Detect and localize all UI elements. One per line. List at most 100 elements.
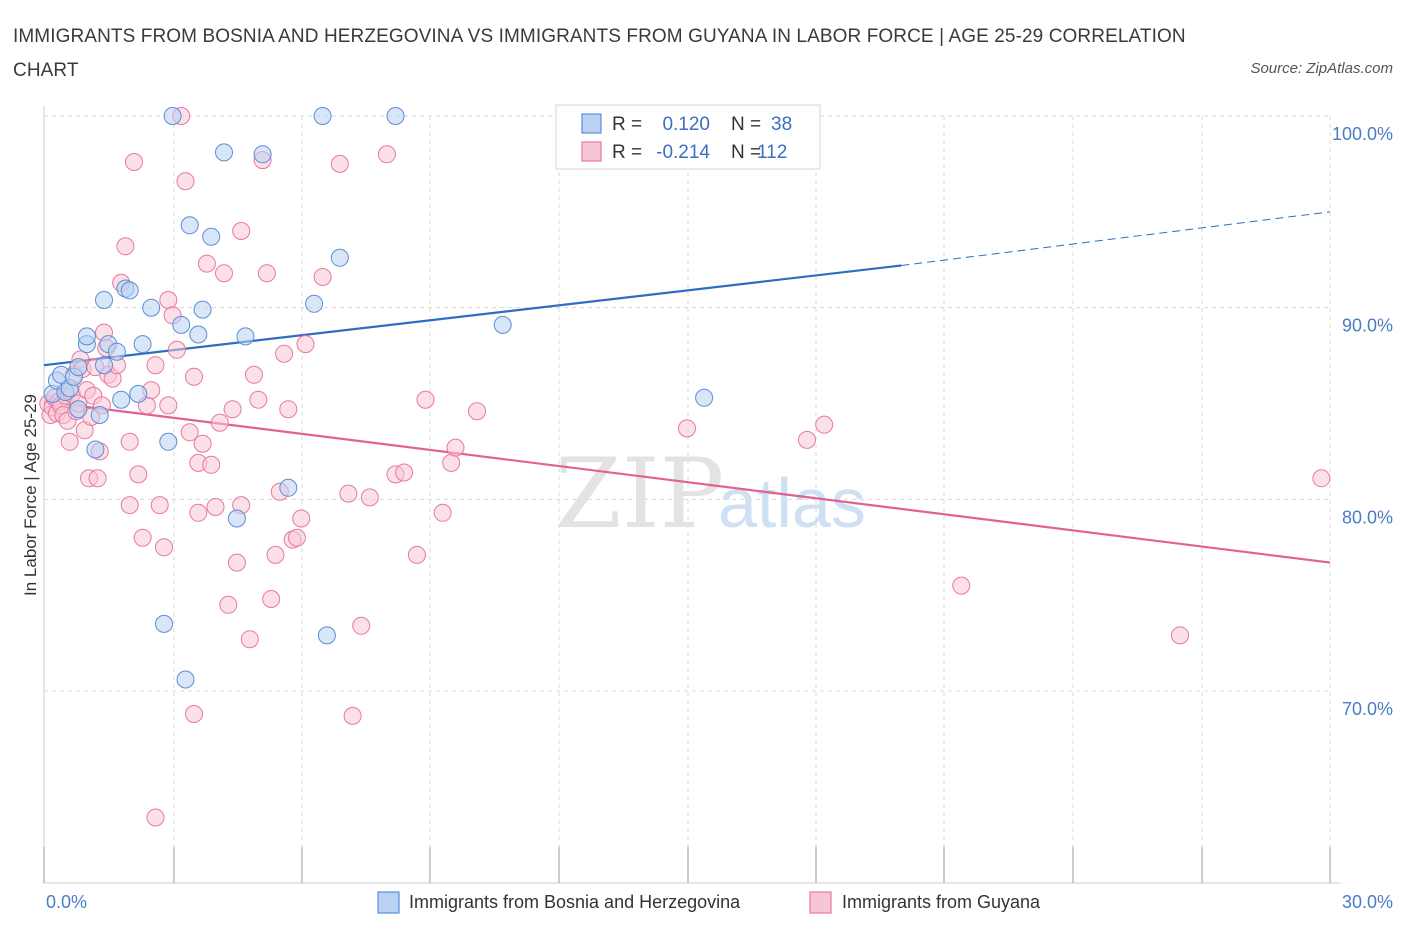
point-bosnia-11 [90, 406, 109, 424]
point-bosnia-31 [215, 143, 233, 162]
legend-swatch-guyana [809, 891, 832, 914]
stats-swatch-pink [581, 141, 602, 162]
point-guyana-70 [262, 590, 281, 608]
point-bosnia-41 [493, 315, 512, 334]
point-bosnia-10 [86, 440, 105, 459]
legend-swatch-bosnia [377, 891, 400, 914]
point-guyana-78 [296, 335, 315, 354]
point-guyana-85 [377, 145, 396, 164]
point-guyana-93 [468, 402, 486, 421]
stats-n-label-1: N = [731, 114, 761, 135]
point-guyana-69 [257, 264, 276, 283]
point-bosnia-19 [129, 384, 148, 403]
point-guyana-87 [395, 463, 414, 482]
point-guyana-74 [279, 400, 298, 419]
point-guyana-80 [330, 154, 349, 173]
point-bosnia-15 [107, 342, 126, 361]
point-guyana-67 [249, 390, 268, 409]
point-bosnia-29 [193, 300, 212, 319]
point-bosnia-30 [202, 227, 221, 246]
point-bosnia-34 [253, 145, 272, 164]
point-guyana-55 [197, 254, 216, 273]
point-bosnia-23 [159, 432, 178, 451]
point-guyana-81 [339, 484, 358, 503]
point-guyana-44 [159, 291, 178, 309]
point-guyana-35 [125, 153, 143, 171]
point-guyana-61 [223, 400, 242, 419]
point-guyana-77 [292, 509, 311, 528]
stats-n-label-2: N = [731, 142, 761, 163]
stats-swatch-blue [581, 113, 602, 134]
point-guyana-33 [120, 496, 139, 515]
point-bosnia-40 [386, 107, 405, 125]
x-tick-label-1: 30.0% [1342, 892, 1393, 912]
point-guyana-94 [678, 419, 696, 438]
point-guyana-41 [150, 496, 169, 515]
point-bosnia-35 [279, 478, 298, 497]
point-bosnia-14 [95, 291, 113, 309]
point-guyana-95 [798, 430, 816, 449]
y-tick-label-2: 90.0% [1342, 316, 1393, 336]
point-guyana-51 [185, 705, 203, 723]
point-bosnia-22 [155, 614, 173, 633]
point-guyana-89 [416, 390, 435, 409]
point-guyana-62 [227, 553, 246, 572]
point-bosnia-21 [142, 298, 161, 317]
point-guyana-43 [159, 396, 178, 415]
stats-r-label-1: R = [612, 114, 642, 135]
point-guyana-50 [185, 367, 203, 386]
point-bosnia-12 [95, 356, 113, 375]
point-bosnia-24 [163, 107, 182, 125]
y-axis-label: In Labor Force | Age 25-29 [21, 394, 40, 596]
point-guyana-48 [176, 172, 195, 191]
trend-line-guyana [43, 400, 1331, 564]
point-bosnia-39 [330, 248, 349, 267]
point-guyana-56 [202, 455, 221, 474]
point-guyana-76 [287, 528, 306, 547]
point-bosnia-9 [77, 327, 96, 346]
point-bosnia-26 [176, 670, 195, 689]
watermark-zip: ZIP [555, 438, 724, 550]
point-bosnia-36 [305, 294, 324, 313]
point-bosnia-20 [133, 335, 152, 354]
point-bosnia-6 [69, 400, 88, 419]
y-tick-label-0: 70.0% [1342, 699, 1393, 719]
point-guyana-66 [245, 365, 263, 384]
stats-n-value-1: 38 [771, 114, 792, 135]
point-guyana-57 [206, 498, 225, 516]
point-bosnia-28 [189, 325, 208, 344]
point-guyana-58 [210, 413, 229, 432]
legend-label-guyana: Immigrants from Guyana [842, 892, 1041, 912]
point-guyana-79 [313, 268, 332, 286]
legend: Immigrants from Bosnia and Herzegovina I… [377, 891, 1041, 914]
point-bosnia-37 [313, 107, 332, 125]
point-guyana-46 [167, 340, 186, 359]
point-bosnia-33 [236, 327, 255, 346]
point-guyana-88 [407, 545, 426, 564]
y-tick-label-1: 80.0% [1342, 507, 1393, 527]
point-guyana-34 [120, 432, 139, 451]
x-tick-label-0: 0.0% [46, 892, 87, 912]
point-bosnia-25 [172, 315, 191, 334]
source-note: Source: ZipAtlas.com [1250, 60, 1393, 77]
chart-title: IMMIGRANTS FROM BOSNIA AND HERZEGOVINA V… [13, 26, 1186, 81]
point-guyana-97 [952, 576, 971, 595]
point-bosnia-38 [317, 626, 336, 645]
point-guyana-59 [215, 264, 233, 283]
trend-line-bosnia-extension [901, 211, 1331, 266]
point-guyana-36 [129, 465, 148, 484]
axes [43, 106, 1340, 884]
point-guyana-10 [60, 432, 79, 451]
watermark: ZIP atlas [555, 438, 866, 550]
point-bosnia-18 [120, 281, 139, 300]
point-guyana-37 [133, 528, 152, 547]
stats-n-value-2: 112 [757, 142, 787, 163]
legend-label-bosnia: Immigrants from Bosnia and Herzegovina [409, 892, 741, 912]
point-guyana-98 [1171, 626, 1189, 645]
data-points [39, 107, 1331, 827]
point-guyana-99 [1312, 469, 1331, 488]
point-guyana-71 [266, 545, 285, 564]
point-guyana-83 [352, 616, 371, 635]
stats-r-label-2: R = [612, 142, 642, 163]
